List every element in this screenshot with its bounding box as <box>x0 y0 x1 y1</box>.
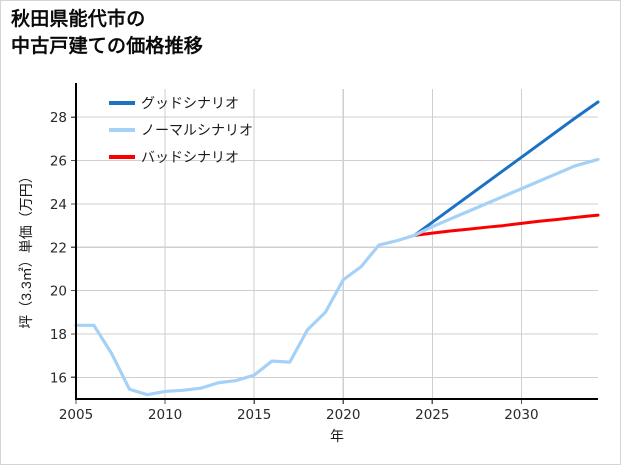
chart-title: 秋田県能代市の 中古戸建ての価格推移 <box>11 9 204 57</box>
legend-label-normal: ノーマルシナリオ <box>141 122 253 138</box>
axis-spines <box>75 83 598 400</box>
y-tick-label: 28 <box>50 110 67 126</box>
x-tick-label: 2025 <box>415 407 449 423</box>
series-line-good <box>413 100 600 237</box>
y-tick-label: 24 <box>50 197 67 213</box>
x-tick-label: 2015 <box>237 407 271 423</box>
legend-label-bad: バッドシナリオ <box>141 149 239 165</box>
y-tick-label: 18 <box>50 327 67 343</box>
x-tick-label: 2005 <box>59 407 93 423</box>
x-tick-label: 2010 <box>148 407 182 423</box>
y-tick-label: 20 <box>50 284 67 300</box>
y-tick-label: 16 <box>50 370 67 386</box>
x-axis-title: 年 <box>330 428 344 444</box>
y-axis-title: 坪（3.3㎡）単価（万円） <box>18 169 34 328</box>
series-line-normal <box>74 157 600 397</box>
x-tick-label: 2020 <box>326 407 360 423</box>
y-tick-label: 22 <box>50 240 67 256</box>
x-tick-label: 2030 <box>504 407 538 423</box>
legend-label-good: グッドシナリオ <box>141 95 239 111</box>
x-tick-labels: 2005 2010 2015 2020 2025 2030 <box>59 407 539 423</box>
series-lines <box>74 100 600 397</box>
y-tick-labels: 16 18 20 22 24 26 28 <box>50 110 67 386</box>
series-line-bad <box>413 213 600 237</box>
y-tick-label: 26 <box>50 154 67 170</box>
